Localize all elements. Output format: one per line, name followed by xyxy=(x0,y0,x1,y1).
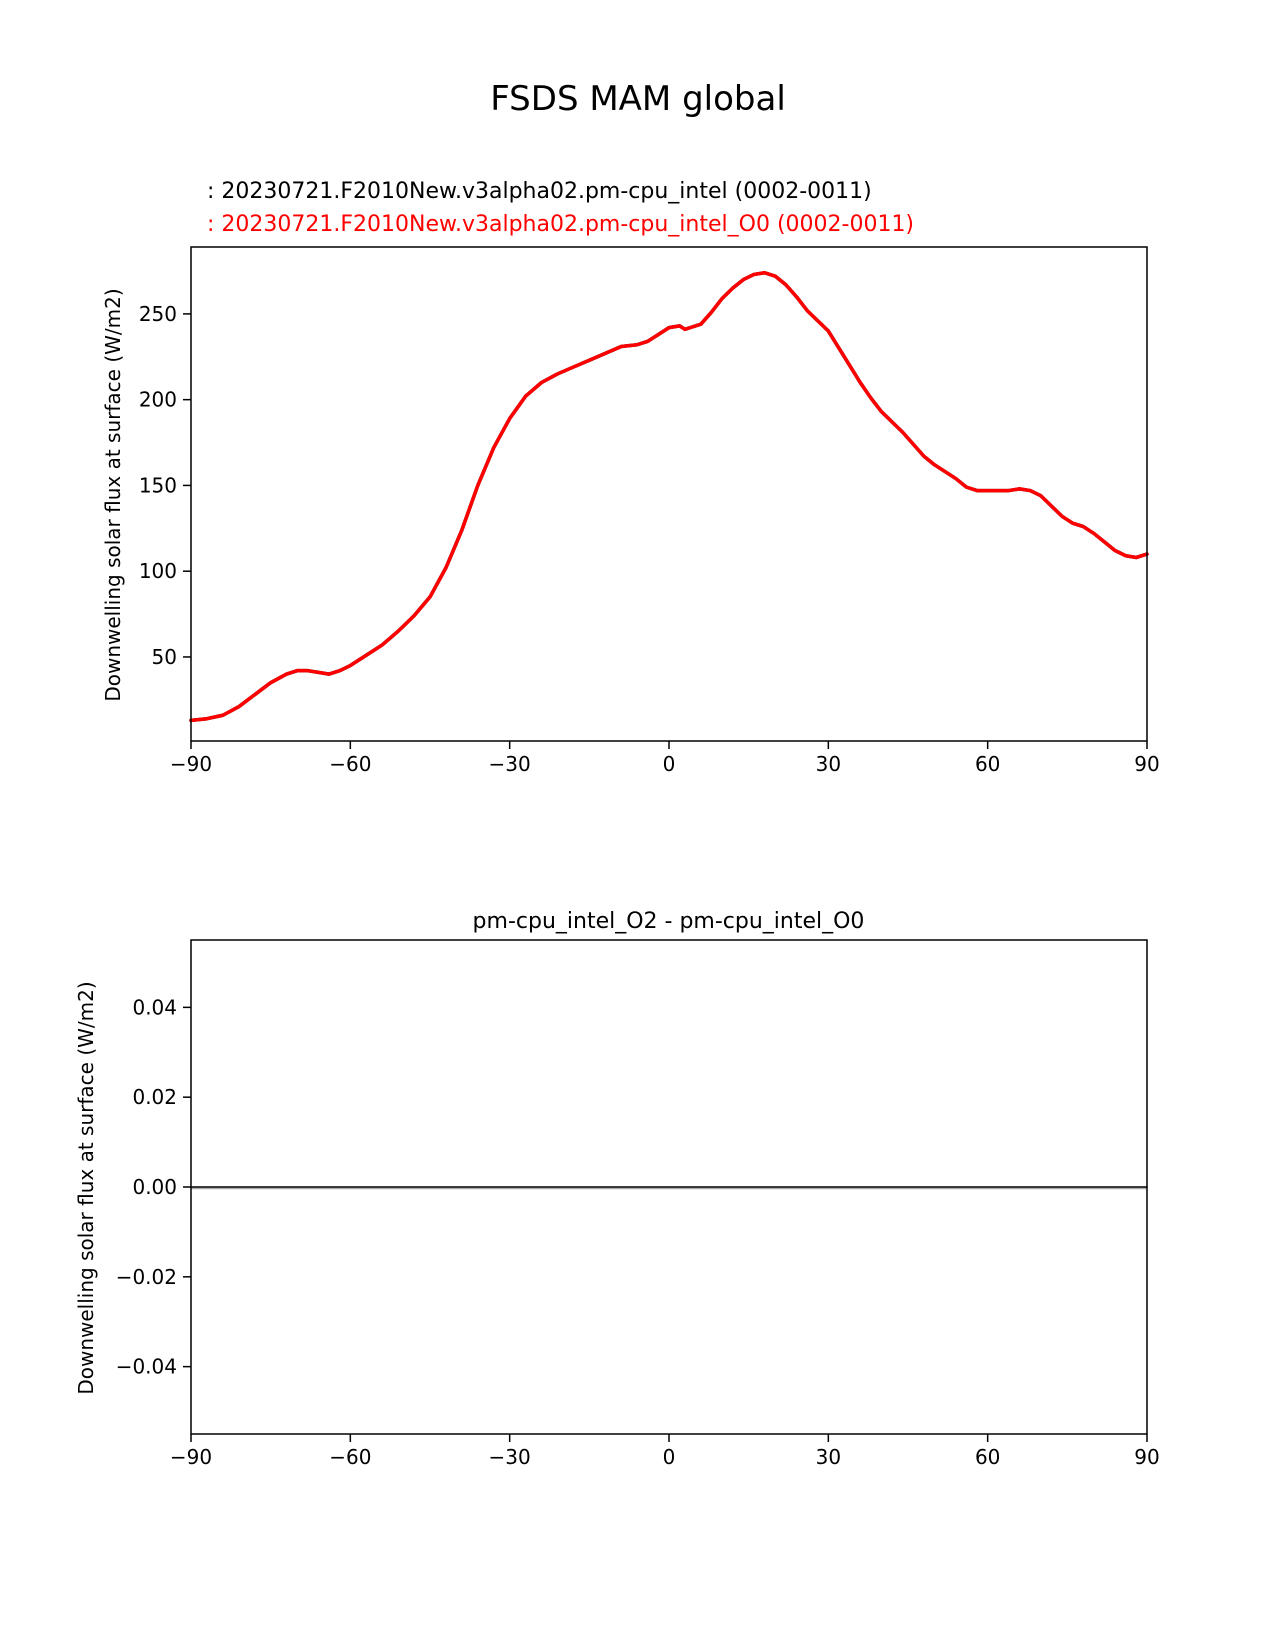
top-panel-y-tick-label: 100 xyxy=(139,559,177,583)
bottom-panel-axes: −90 −60 −30 0 30 60 90 −0.04 −0.02 0.00 0.02 0.04 xyxy=(116,939,1160,1469)
legend-entry-black: : 20230721.F2010New.v3alpha02.pm-cpu_int… xyxy=(207,179,872,204)
bottom-panel-x-tick-label: 90 xyxy=(1134,1445,1159,1469)
top-panel-y-tick-label: 50 xyxy=(152,645,177,669)
bottom-panel-x-tick-label: −30 xyxy=(489,1445,531,1469)
top-panel-x-tick-label: −90 xyxy=(170,752,212,776)
top-panel-axes: −90 −60 −30 0 30 60 90 50 100 150 200 250 xyxy=(139,246,1160,776)
bottom-panel-title: pm-cpu_intel_O2 - pm-cpu_intel_O0 xyxy=(473,909,865,934)
top-panel-x-tick-label: −30 xyxy=(489,752,531,776)
top-panel: : 20230721.F2010New.v3alpha02.pm-cpu_int… xyxy=(101,179,1160,776)
top-panel-x-tick-label: 60 xyxy=(975,752,1000,776)
bottom-panel-x-tick-label: −90 xyxy=(170,1445,212,1469)
figure-title: FSDS MAM global xyxy=(490,79,786,119)
bottom-panel-y-tick-label: 0.04 xyxy=(132,995,177,1019)
top-panel-x-tick-label: −60 xyxy=(329,752,371,776)
bottom-panel-y-tick-label: 0.02 xyxy=(132,1085,177,1109)
top-panel-series-line-0 xyxy=(189,270,1149,723)
bottom-panel-x-tick-label: −60 xyxy=(329,1445,371,1469)
top-panel-frame xyxy=(190,246,1148,742)
top-panel-x-tick-label: 90 xyxy=(1134,752,1159,776)
top-panel-y-tick-label: 200 xyxy=(139,388,177,412)
bottom-panel-y-tick-label: −0.02 xyxy=(116,1265,177,1289)
bottom-panel-y-tick-label: 0.00 xyxy=(132,1175,177,1199)
bottom-panel: pm-cpu_intel_O2 - pm-cpu_intel_O0 −90 −60… xyxy=(74,909,1160,1469)
bottom-panel-series xyxy=(190,1186,1148,1190)
top-panel-y-axis-label: Downwelling solar flux at surface (W/m2) xyxy=(101,288,125,701)
top-panel-series-line-1 xyxy=(189,270,1149,723)
top-panel-x-tick-label: 0 xyxy=(663,752,676,776)
bottom-panel-x-tick-label: 30 xyxy=(816,1445,841,1469)
legend-entry-red: : 20230721.F2010New.v3alpha02.pm-cpu_int… xyxy=(207,212,914,237)
top-panel-series xyxy=(189,270,1149,723)
top-panel-y-tick-label: 150 xyxy=(139,473,177,497)
top-panel-y-tick-label: 250 xyxy=(139,302,177,326)
bottom-panel-y-tick-label: −0.04 xyxy=(116,1355,177,1379)
bottom-panel-y-axis-label: Downwelling solar flux at surface (W/m2) xyxy=(74,981,98,1394)
bottom-panel-x-tick-label: 60 xyxy=(975,1445,1000,1469)
bottom-panel-x-tick-label: 0 xyxy=(663,1445,676,1469)
top-panel-x-tick-label: 30 xyxy=(816,752,841,776)
